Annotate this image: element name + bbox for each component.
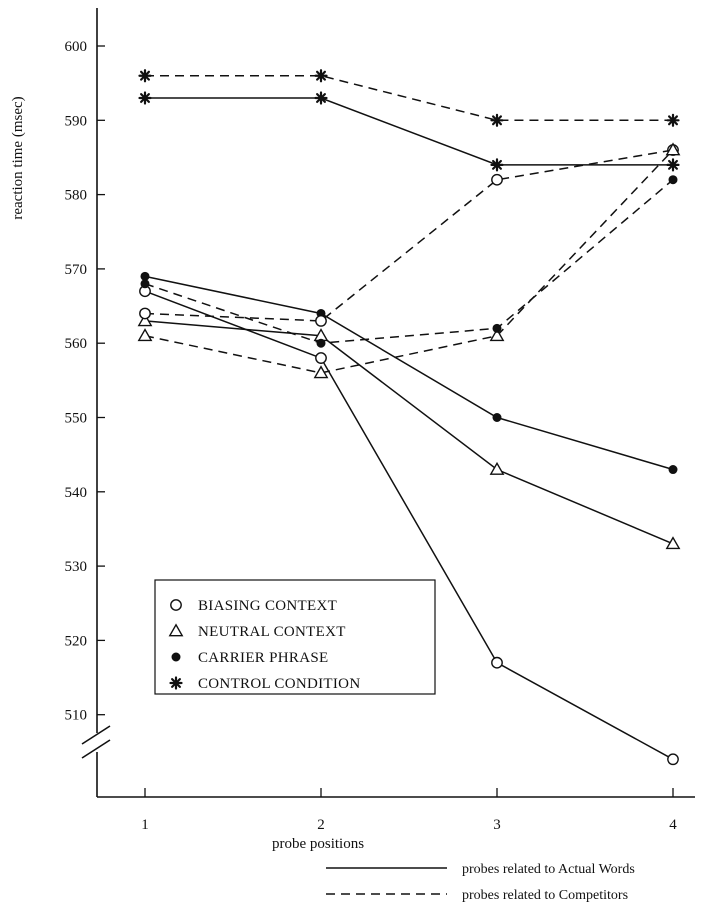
data-point-control-solid <box>666 158 680 172</box>
data-point-control-dashed <box>490 113 504 127</box>
data-point-control-solid <box>314 91 328 105</box>
y-tick-label: 530 <box>65 559 88 575</box>
markers-layer <box>137 69 681 766</box>
x-axis-title: probe positions <box>272 836 364 852</box>
y-tick-label: 570 <box>65 262 88 278</box>
data-point-carrier-dashed <box>668 175 678 185</box>
data-point-carrier-dashed <box>316 338 326 348</box>
data-point-control-dashed <box>666 113 680 127</box>
data-point-carrier-dashed <box>140 279 150 289</box>
legend-linestyle-label-dashed: probes related to Competitors <box>462 888 628 903</box>
x-tick-label: 3 <box>493 817 501 833</box>
data-point-neutral-dashed <box>137 328 153 342</box>
series-line-biasing-solid <box>144 290 674 760</box>
data-point-control-solid <box>490 158 504 172</box>
legend-linestyle-label-solid: probes related to Actual Words <box>462 862 635 877</box>
data-point-control-dashed <box>314 69 328 83</box>
data-point-control-solid <box>138 91 152 105</box>
series-line-biasing-dashed <box>144 149 674 322</box>
axes: 510 520 530 540 550 560 570 580 590 600 1 2 3 4 <box>65 8 695 833</box>
x-tick-label: 1 <box>141 817 149 833</box>
data-point-neutral-dashed <box>489 328 505 342</box>
y-tick-label: 590 <box>65 113 88 129</box>
y-axis-title: reaction time (msec) <box>10 96 26 219</box>
series-line-neutral-solid <box>144 320 674 545</box>
legend-label-neutral: NEUTRAL CONTEXT <box>198 624 346 640</box>
y-tick-label: 510 <box>65 708 88 724</box>
data-point-neutral-dashed <box>313 365 329 379</box>
legend-label-biasing: BIASING CONTEXT <box>198 598 337 614</box>
data-point-carrier-solid <box>140 271 150 281</box>
data-point-neutral-solid <box>137 313 153 327</box>
y-tick-label: 520 <box>65 633 88 649</box>
data-point-biasing-dashed <box>491 173 503 186</box>
x-tick-label: 4 <box>669 817 677 833</box>
legend-label-carrier: CARRIER PHRASE <box>198 650 328 666</box>
legend-marker-control <box>169 676 183 690</box>
y-tick-label: 580 <box>65 188 88 204</box>
data-point-control-dashed <box>138 69 152 83</box>
data-point-biasing-dashed <box>139 307 151 320</box>
legend-conditions: BIASING CONTEXT NEUTRAL CONTEXT CARRIER PH… <box>154 579 436 695</box>
legend-marker-neutral <box>168 623 184 637</box>
series-line-control-solid <box>145 97 673 166</box>
y-tick-label: 560 <box>65 336 88 352</box>
series-layer <box>144 74 674 760</box>
legend-label-control: CONTROL CONDITION <box>198 676 360 692</box>
y-tick-label: 550 <box>65 411 88 427</box>
x-tick-label: 2 <box>317 817 325 833</box>
legend-marker-carrier <box>171 652 181 662</box>
axis-break-mark-2 <box>81 739 111 759</box>
data-point-neutral-solid <box>665 536 681 550</box>
legend-frame <box>154 579 436 695</box>
data-point-biasing-solid <box>667 753 679 766</box>
y-tick-label: 540 <box>65 485 88 501</box>
axis-break-mark-1 <box>81 725 111 745</box>
legend-marker-biasing <box>170 599 182 611</box>
data-point-carrier-dashed <box>492 323 502 333</box>
data-point-neutral-dashed <box>665 142 681 156</box>
data-point-carrier-solid <box>668 465 678 475</box>
data-point-biasing-dashed <box>315 315 327 327</box>
data-point-biasing-solid <box>491 656 503 669</box>
series-line-carrier-solid <box>144 275 674 471</box>
data-point-carrier-solid <box>492 413 502 422</box>
y-tick-label: 600 <box>65 39 88 55</box>
legend-line-styles: probes related to Actual Words probes rel… <box>326 862 635 903</box>
series-line-neutral-dashed <box>144 149 674 374</box>
data-point-neutral-solid <box>489 461 505 475</box>
data-point-biasing-solid <box>315 352 327 364</box>
series-line-carrier-dashed <box>144 179 674 344</box>
